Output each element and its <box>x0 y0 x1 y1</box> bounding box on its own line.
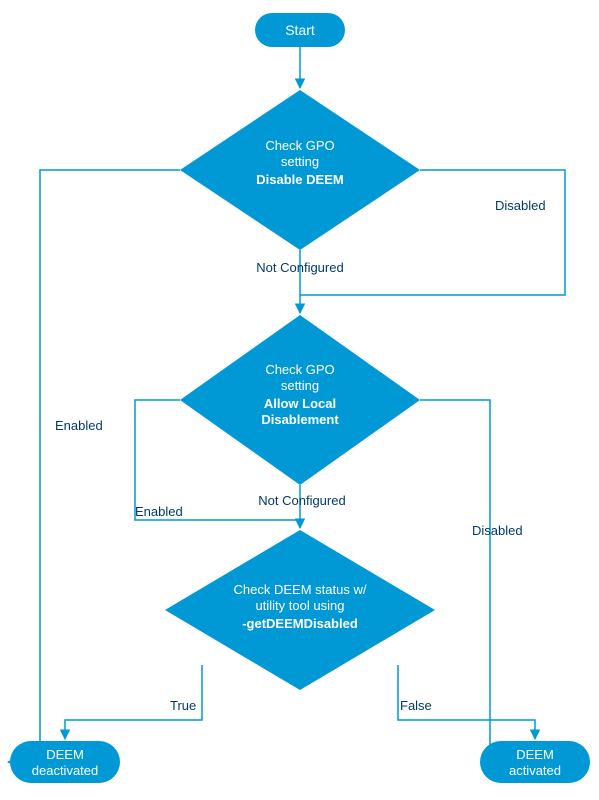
d3-line1: Check DEEM status w/ <box>234 582 367 597</box>
d2-line1: Check GPO <box>265 362 334 377</box>
label-d3-true: True <box>170 698 196 713</box>
edge-d1-enabled <box>8 170 180 762</box>
node-decision-allow-local-disablement: Check GPO setting Allow Local Disablemen… <box>180 315 420 485</box>
endleft-line1: DEEM <box>46 747 84 762</box>
start-label: Start <box>285 22 315 38</box>
d2-line4: Disablement <box>261 412 339 427</box>
d2-line3: Allow Local <box>264 396 336 411</box>
node-end-activated: DEEM activated <box>480 741 590 783</box>
node-decision-getdeemdisabled: Check DEEM status w/ utility tool using … <box>165 530 435 690</box>
d3-line3: -getDEEMDisabled <box>242 616 358 631</box>
label-d2-notconfigured: Not Configured <box>258 493 345 508</box>
label-d1-disabled: Disabled <box>495 198 546 213</box>
endleft-line2: deactivated <box>32 763 99 778</box>
d3-line2: utility tool using <box>256 598 345 613</box>
d2-line2: setting <box>281 378 319 393</box>
d1-line1: Check GPO <box>265 138 334 153</box>
node-decision-disable-deem: Check GPO setting Disable DEEM <box>180 90 420 250</box>
label-d2-disabled: Disabled <box>472 523 523 538</box>
node-start: Start <box>255 13 345 47</box>
label-d1-notconfigured: Not Configured <box>256 260 343 275</box>
label-d3-false: False <box>400 698 432 713</box>
d1-line3: Disable DEEM <box>256 172 343 187</box>
endright-line2: activated <box>509 763 561 778</box>
label-d1-enabled: Enabled <box>55 418 103 433</box>
d1-line2: setting <box>281 154 319 169</box>
label-d2-enabled: Enabled <box>135 504 183 519</box>
endright-line1: DEEM <box>516 747 554 762</box>
node-end-deactivated: DEEM deactivated <box>10 741 120 783</box>
